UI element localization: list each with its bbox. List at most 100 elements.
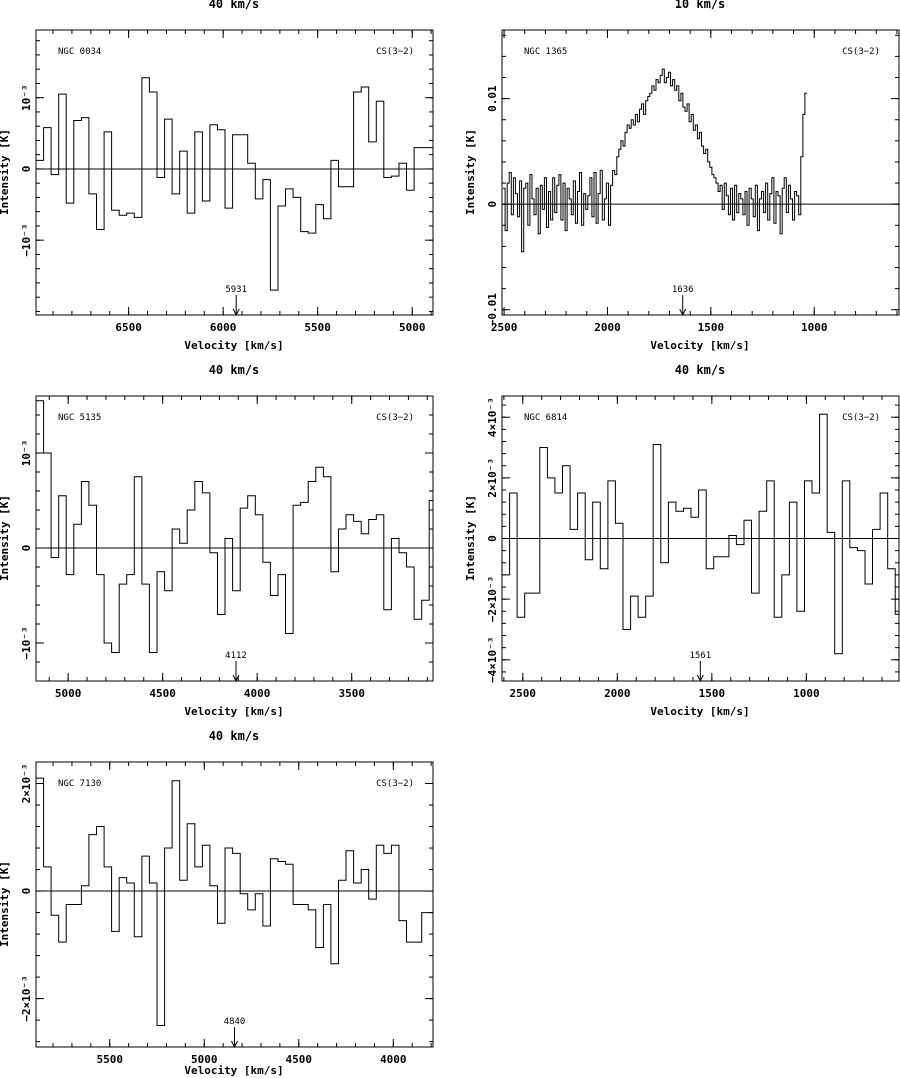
x-tick-labels: 2500 2000 1500 1000 <box>491 321 828 334</box>
transition-label: CS(3−2) <box>376 47 414 57</box>
y-tick-label: 0 <box>486 535 499 542</box>
x-tick-label: 4500 <box>149 687 176 700</box>
systemic-velocity-label: 4840 <box>224 1017 246 1027</box>
panel-resolution-label: 40 km/s <box>209 0 260 11</box>
plot-frame <box>35 395 434 682</box>
panel-ngc7130: 40 km/s NGC 7130 CS(3−2) Velocity [km/s]… <box>0 729 434 1077</box>
panel-resolution-label: 40 km/s <box>209 363 260 377</box>
spectrum-histogram <box>36 400 433 653</box>
transition-label: CS(3−2) <box>842 413 880 423</box>
spectrum-histogram <box>36 77 433 291</box>
tick-marks <box>36 30 433 315</box>
panel-resolution-label: 40 km/s <box>675 363 726 377</box>
x-axis-label: Velocity [km/s] <box>650 339 749 352</box>
panel-ngc0034: 40 km/s NGC 0034 CS(3−2) Velocity [km/s]… <box>0 0 434 352</box>
plot-frame <box>501 29 900 316</box>
x-tick-label: 5000 <box>191 1053 218 1066</box>
galaxy-label: NGC 0034 <box>58 47 101 57</box>
x-tick-labels: 5000 4500 4000 3500 <box>55 687 365 700</box>
x-tick-label: 5500 <box>304 321 331 334</box>
panel-ngc5135: 40 km/s NGC 5135 CS(3−2) Velocity [km/s]… <box>0 363 434 718</box>
transition-label: CS(3−2) <box>376 779 414 789</box>
x-axis-label: Velocity [km/s] <box>650 705 749 718</box>
tick-marks <box>36 396 433 682</box>
y-axis-label: Intensity [K] <box>464 129 477 215</box>
y-tick-label: 0.01 <box>486 85 499 112</box>
plot-frame <box>35 761 434 1048</box>
y-tick-labels: 10⁻³ 0 −10⁻³ <box>20 440 33 660</box>
x-tick-label: 1500 <box>698 321 725 334</box>
systemic-velocity-label: 1561 <box>689 651 711 661</box>
y-tick-label: −4×10⁻³ <box>486 637 499 683</box>
galaxy-label: NGC 5135 <box>58 413 101 423</box>
tick-marks <box>36 762 433 1047</box>
x-tick-label: 1000 <box>793 687 820 700</box>
x-tick-label: 2000 <box>594 321 621 334</box>
tick-marks <box>502 396 899 681</box>
y-tick-labels: 10⁻³ 0 −10⁻³ <box>20 84 33 256</box>
y-tick-label: 10⁻³ <box>20 440 33 467</box>
panel-ngc1365: 10 km/s NGC 1365 CS(3−2) Velocity [km/s]… <box>464 0 900 352</box>
spectrum-histogram <box>502 413 899 655</box>
panel-resolution-label: 10 km/s <box>675 0 726 11</box>
y-tick-label: 2×10⁻³ <box>486 458 499 498</box>
y-tick-labels: 0.01 0 −0.01 <box>486 85 499 326</box>
x-tick-label: 5000 <box>399 321 426 334</box>
galaxy-label: NGC 6814 <box>524 413 567 423</box>
y-tick-label: 10⁻³ <box>20 84 33 111</box>
systemic-velocity-marker: 4112 <box>225 651 247 683</box>
systemic-velocity-marker: 1561 <box>689 651 711 683</box>
x-tick-label: 4500 <box>286 1053 313 1066</box>
panel-ngc6814: 40 km/s NGC 6814 CS(3−2) Velocity [km/s]… <box>464 363 900 718</box>
x-tick-label: 4000 <box>380 1053 407 1066</box>
transition-label: CS(3−2) <box>842 47 880 57</box>
x-tick-label: 6500 <box>115 321 142 334</box>
systemic-velocity-marker: 5931 <box>225 285 247 317</box>
y-tick-label: 2×10⁻³ <box>20 764 33 804</box>
y-tick-label: 0 <box>20 888 33 895</box>
y-tick-labels: 4×10⁻³ 2×10⁻³ 0 −2×10⁻³ −4×10⁻³ <box>486 397 499 683</box>
x-tick-label: 1000 <box>801 321 828 334</box>
y-tick-labels: 2×10⁻³ 0 −2×10⁻³ <box>20 764 33 1022</box>
y-tick-label: 0 <box>20 166 33 173</box>
y-tick-label: −2×10⁻³ <box>20 975 33 1021</box>
x-tick-label: 2500 <box>491 321 517 334</box>
y-axis-label: Intensity [K] <box>0 129 11 215</box>
tick-marks <box>502 30 899 315</box>
galaxy-label: NGC 7130 <box>58 779 101 789</box>
systemic-velocity-label: 1636 <box>672 285 694 295</box>
galaxy-label: NGC 1365 <box>524 47 567 57</box>
spectrum-histogram <box>36 777 433 1026</box>
y-axis-label: Intensity [K] <box>0 495 11 581</box>
x-tick-label: 2000 <box>604 687 631 700</box>
x-tick-label: 5500 <box>96 1053 123 1066</box>
x-axis-label: Velocity [km/s] <box>184 705 283 718</box>
y-tick-label: −10⁻³ <box>20 224 33 257</box>
y-tick-label: 0 <box>20 545 33 552</box>
x-tick-label: 3500 <box>338 687 365 700</box>
y-axis-label: Intensity [K] <box>0 861 11 947</box>
plot-frame <box>35 29 434 316</box>
x-axis-label: Velocity [km/s] <box>184 1064 283 1077</box>
x-tick-labels: 2500 2000 1500 1000 <box>510 687 820 700</box>
y-tick-label: −10⁻³ <box>20 626 33 659</box>
spectrum-histogram <box>503 68 807 253</box>
x-tick-label: 2500 <box>510 687 537 700</box>
systemic-velocity-marker: 4840 <box>224 1017 246 1049</box>
y-tick-label: −0.01 <box>486 293 499 326</box>
transition-label: CS(3−2) <box>376 413 414 423</box>
x-tick-label: 4000 <box>244 687 271 700</box>
x-axis-label: Velocity [km/s] <box>184 339 283 352</box>
x-tick-labels: 5500 5000 4500 4000 <box>96 1053 406 1066</box>
panel-resolution-label: 40 km/s <box>209 729 260 743</box>
x-tick-label: 5000 <box>55 687 81 700</box>
y-axis-label: Intensity [K] <box>464 495 477 581</box>
y-tick-label: 4×10⁻³ <box>486 397 499 437</box>
y-tick-label: −2×10⁻³ <box>486 576 499 622</box>
systemic-velocity-label: 5931 <box>225 285 247 295</box>
x-tick-label: 1500 <box>699 687 726 700</box>
systemic-velocity-label: 4112 <box>225 651 247 661</box>
x-tick-label: 6000 <box>210 321 237 334</box>
systemic-velocity-marker: 1636 <box>672 285 694 317</box>
